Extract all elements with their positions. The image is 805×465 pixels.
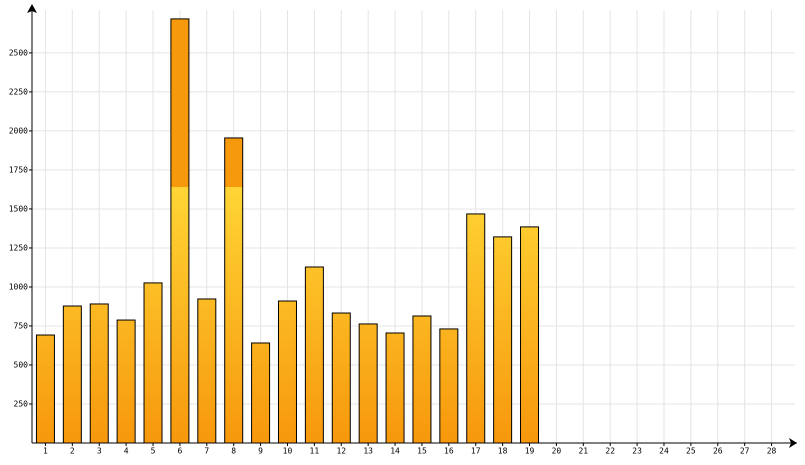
x-tick-label: 9 — [258, 447, 263, 456]
y-tick-label: 750 — [14, 321, 29, 330]
x-tick-label: 15 — [417, 447, 427, 456]
y-tick-label: 1000 — [9, 282, 28, 291]
y-tick-label: 500 — [14, 360, 29, 369]
bar — [35, 334, 55, 444]
bar — [251, 342, 271, 444]
bar — [412, 315, 432, 444]
x-tick-label: 14 — [390, 447, 400, 456]
x-tick-label: 24 — [659, 447, 669, 456]
y-axis-arrow — [27, 4, 37, 13]
bar — [385, 332, 405, 444]
bar — [304, 266, 324, 444]
bars — [35, 18, 540, 444]
x-tick-label: 12 — [336, 447, 346, 456]
bar — [143, 282, 163, 444]
x-tick-label: 4 — [124, 447, 129, 456]
bar — [277, 300, 297, 444]
x-tick-label: 19 — [525, 447, 535, 456]
bar — [358, 323, 378, 444]
bar — [493, 236, 513, 444]
x-tick-label: 5 — [151, 447, 156, 456]
x-tick-label: 13 — [363, 447, 373, 456]
x-tick-label: 22 — [605, 447, 615, 456]
y-tick-label: 2250 — [9, 87, 28, 96]
x-tick-label: 2 — [70, 447, 75, 456]
x-tick-label: 26 — [713, 447, 723, 456]
y-tick-label: 250 — [14, 399, 29, 408]
bar — [89, 303, 109, 444]
x-tick-label: 1 — [43, 447, 48, 456]
bar — [466, 213, 486, 444]
x-tick-label: 28 — [767, 447, 777, 456]
x-tick-label: 3 — [97, 447, 102, 456]
x-tick-label: 21 — [578, 447, 588, 456]
bar — [439, 328, 459, 444]
y-tick-label: 1750 — [9, 165, 28, 174]
x-tick-label: 27 — [740, 447, 750, 456]
x-axis-arrow — [789, 438, 797, 448]
y-tick-label: 2500 — [9, 48, 28, 57]
x-tick-label: 10 — [283, 447, 293, 456]
bar — [62, 305, 82, 444]
x-tick-label: 25 — [686, 447, 696, 456]
x-tick-label: 7 — [204, 447, 209, 456]
x-tick-label: 20 — [552, 447, 562, 456]
x-tick-label: 11 — [310, 447, 320, 456]
x-tick-label: 18 — [498, 447, 508, 456]
bar — [520, 226, 540, 444]
x-tick-label: 8 — [231, 447, 236, 456]
bar — [331, 312, 351, 444]
x-tick-label: 16 — [444, 447, 454, 456]
x-tick-label: 6 — [177, 447, 182, 456]
bar — [197, 298, 217, 444]
x-tick-label: 17 — [471, 447, 481, 456]
y-tick-label: 1250 — [9, 243, 28, 252]
x-tick-label: 23 — [632, 447, 642, 456]
y-tick-label: 1500 — [9, 204, 28, 213]
bar — [170, 18, 190, 444]
bar — [116, 319, 136, 444]
bar — [224, 137, 244, 444]
y-tick-label: 2000 — [9, 126, 28, 135]
